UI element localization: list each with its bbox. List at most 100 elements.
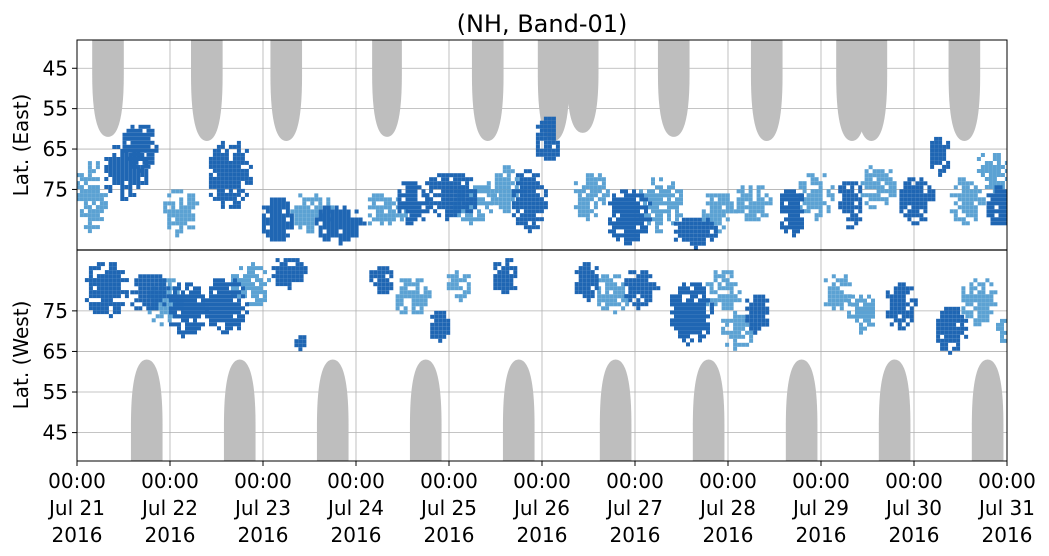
data-cell [927, 193, 932, 198]
data-cell [969, 290, 974, 295]
data-cell [636, 306, 641, 311]
data-cell [413, 185, 418, 190]
data-cell [146, 306, 151, 311]
data-cell [884, 181, 889, 186]
data-cell [1004, 161, 1007, 165]
data-cell [582, 294, 587, 299]
data-cell [225, 298, 229, 303]
data-cell [725, 217, 730, 222]
data-cell [613, 274, 618, 279]
data-cell [850, 225, 855, 230]
data-cell [721, 286, 726, 291]
data-cell [531, 173, 536, 178]
data-cell [977, 314, 982, 319]
data-cell [461, 209, 465, 214]
data-cell [729, 306, 734, 311]
data-cell [628, 229, 632, 234]
data-cell [469, 201, 474, 206]
data-cell [679, 189, 683, 194]
data-cell [181, 302, 185, 307]
data-cell [409, 213, 414, 218]
data-cell [502, 201, 507, 206]
data-cell [505, 258, 510, 263]
data-cell [243, 274, 247, 279]
data-cell [893, 290, 898, 295]
data-cell [601, 274, 606, 279]
data-cell [674, 302, 678, 307]
data-cell [969, 189, 974, 194]
data-cell [130, 132, 135, 137]
data-cell [346, 237, 351, 242]
data-cell [988, 169, 993, 173]
data-cell [667, 217, 671, 222]
data-cell [267, 278, 271, 283]
data-cell [858, 197, 863, 202]
data-cell [940, 318, 945, 323]
data-cell [216, 168, 221, 173]
data-cell [858, 189, 863, 194]
data-cell [212, 156, 217, 161]
data-cell [134, 298, 139, 303]
data-cell [839, 302, 844, 307]
data-cell [449, 201, 454, 206]
data-cell [413, 181, 418, 186]
data-cell [555, 140, 560, 145]
data-cell [620, 233, 624, 238]
data-cell [871, 306, 875, 311]
data-cell [682, 310, 686, 315]
data-cell [605, 298, 610, 303]
data-cell [551, 132, 556, 137]
data-cell [1011, 209, 1015, 213]
data-cell [985, 298, 990, 303]
data-cell [961, 193, 966, 198]
data-cell [628, 233, 632, 238]
data-cell [506, 185, 511, 190]
data-cell [613, 302, 618, 307]
data-cell [213, 322, 217, 327]
data-cell [469, 189, 474, 194]
data-cell [162, 278, 167, 283]
data-cell [413, 189, 418, 194]
data-cell [733, 322, 738, 327]
data-cell [519, 193, 524, 198]
data-cell [931, 193, 936, 198]
data-cell [251, 290, 255, 295]
data-cell [221, 306, 225, 311]
data-cell [116, 286, 121, 291]
data-cell [681, 237, 686, 242]
data-cell [934, 148, 939, 153]
data-cell [850, 209, 855, 214]
data-cell [261, 225, 266, 230]
data-cell [212, 184, 217, 189]
data-cell [988, 185, 993, 189]
data-cell [674, 322, 678, 327]
data-cell [624, 225, 628, 230]
data-cell [197, 306, 201, 311]
data-cell [818, 209, 823, 214]
data-cell [527, 225, 532, 230]
data-cell [136, 181, 141, 185]
data-cell [350, 217, 355, 222]
data-cell [740, 209, 745, 214]
data-cell [792, 193, 796, 198]
data-cell [189, 330, 193, 335]
data-cell [535, 136, 540, 141]
data-cell [659, 185, 663, 190]
data-cell [179, 217, 184, 222]
data-cell [235, 286, 239, 291]
data-cell [792, 229, 796, 234]
data-cell [806, 209, 811, 214]
data-cell [430, 330, 435, 335]
data-cell [409, 209, 414, 214]
data-cell [651, 181, 655, 186]
data-cell [310, 229, 315, 234]
x-tick-label: 2016 [424, 523, 475, 547]
data-cell [905, 290, 910, 295]
data-cell [647, 221, 651, 226]
data-cell [338, 209, 343, 214]
data-cell [387, 213, 392, 218]
data-cell [217, 294, 221, 299]
data-cell [842, 201, 847, 206]
data-cell [1002, 201, 1007, 206]
data-cell [702, 310, 706, 315]
